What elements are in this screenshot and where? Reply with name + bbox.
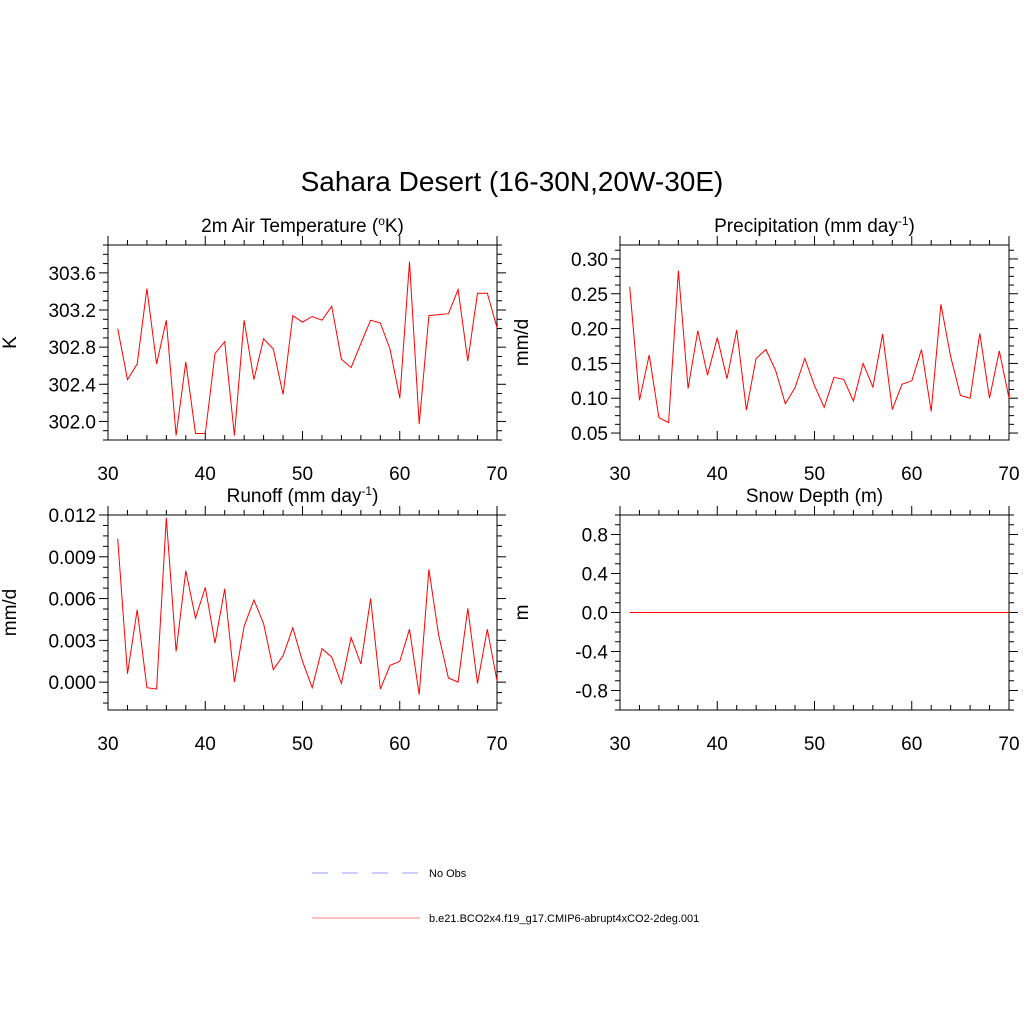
x-tick-label: 30	[609, 734, 630, 755]
x-tick-label: 50	[292, 734, 313, 755]
x-tick-label: 50	[804, 734, 825, 755]
x-tick-label: 50	[804, 464, 825, 485]
y-axis-label: K	[0, 336, 21, 349]
y-tick-label: 302.0	[48, 412, 96, 433]
y-tick-label: 303.6	[48, 264, 96, 285]
y-axis-label: m	[512, 605, 533, 621]
y-tick-label: 0.003	[48, 631, 96, 652]
y-tick-label: 0.25	[571, 285, 608, 306]
x-tick-label: 70	[486, 464, 507, 485]
y-tick-label: -0.8	[575, 682, 608, 703]
plot-frame	[107, 244, 498, 441]
x-tick-label: 40	[707, 464, 728, 485]
x-tick-label: 70	[998, 464, 1019, 485]
y-tick-label: 0.006	[48, 590, 96, 611]
panel-2: Precipitation (mm day-1) mm/d 30 40 50 60 70 0.…	[512, 214, 1020, 485]
panel-title: Snow Depth (m)	[746, 486, 883, 507]
y-tick-label: 0.4	[582, 565, 609, 586]
y-tick-label: 0.0	[582, 604, 608, 625]
y-tick-label: 0.15	[571, 354, 608, 375]
legend: No Obs b.e21.BCO2x4.f19_g17.CMIP6-abrupt4…	[312, 868, 699, 925]
x-tick-label: 60	[901, 734, 922, 755]
panel-title: 2m Air Temperature (oK)	[201, 214, 404, 237]
y-tick-label: 0.000	[48, 673, 96, 694]
x-tick-label: 60	[389, 464, 410, 485]
x-tick-label: 50	[292, 464, 313, 485]
y-axis-label: mm/d	[512, 319, 533, 367]
y-tick-label: 302.8	[48, 338, 96, 359]
x-tick-label: 30	[97, 734, 118, 755]
series-line	[117, 261, 498, 436]
panel-title: Runoff (mm day-1)	[227, 484, 379, 507]
legend-label-1: No Obs	[429, 868, 467, 880]
y-tick-label: 0.012	[48, 506, 96, 527]
y-tick-label: 0.009	[48, 548, 96, 569]
panel-3: Runoff (mm day-1) mm/d 30 40 50 60 70 0.000 0.00…	[0, 484, 508, 755]
series-line	[117, 517, 498, 695]
figure-title: Sahara Desert (16-30N,20W-30E)	[301, 166, 724, 197]
series-line	[629, 270, 1010, 424]
y-axis-label: mm/d	[0, 589, 21, 637]
x-tick-label: 60	[901, 464, 922, 485]
x-tick-label: 30	[609, 464, 630, 485]
y-tick-label: 302.4	[48, 375, 96, 396]
x-tick-label: 40	[707, 734, 728, 755]
y-tick-label: 0.8	[582, 526, 608, 547]
y-tick-label: 0.20	[571, 320, 608, 341]
legend-label-2: b.e21.BCO2x4.f19_g17.CMIP6-abrupt4xCO2-2…	[429, 913, 699, 925]
x-tick-label: 60	[389, 734, 410, 755]
y-tick-label: 303.2	[48, 301, 96, 322]
x-tick-label: 40	[195, 464, 216, 485]
panel-1: 2m Air Temperature (oK) K 30 40 50 60 70 302.0 3…	[0, 214, 508, 485]
x-tick-label: 30	[97, 464, 118, 485]
x-tick-label: 70	[486, 734, 507, 755]
plot-frame	[107, 514, 498, 711]
y-tick-label: 0.05	[571, 424, 608, 445]
x-tick-label: 70	[998, 734, 1019, 755]
y-tick-label: -0.4	[575, 643, 608, 664]
y-tick-label: 0.30	[571, 250, 608, 271]
x-tick-label: 40	[195, 734, 216, 755]
y-tick-label: 0.10	[571, 389, 608, 410]
panel-4: Snow Depth (m) m 30 40 50 60 70 -0.8 -0.4 0.0 0.4 0…	[512, 486, 1020, 755]
panel-title: Precipitation (mm day-1)	[714, 214, 915, 237]
